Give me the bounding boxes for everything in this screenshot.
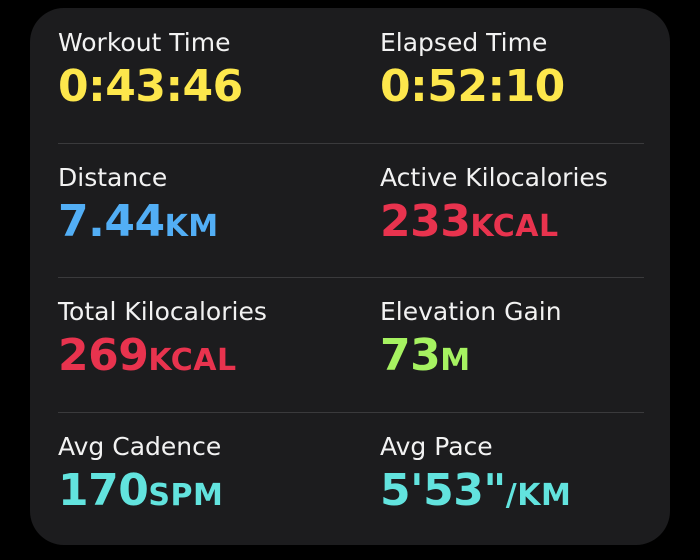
value-unit: M — [440, 343, 471, 378]
metric-value: 170SPM — [58, 465, 358, 516]
value-unit: /KM — [505, 477, 572, 513]
value-number: 233 — [380, 195, 471, 247]
metric-value: 233KCAL — [380, 196, 680, 247]
metric: Workout Time 0:43:46 — [58, 28, 358, 112]
value-number: 73 — [380, 330, 441, 381]
value-number: 5'53" — [380, 464, 506, 516]
metric-label: Workout Time — [58, 28, 231, 57]
metric-label: Active Kilocalories — [380, 162, 608, 192]
metric-value: 0:52:10 — [380, 61, 680, 112]
value-number: 0:43:46 — [58, 61, 243, 112]
metric-label: Total Kilocalories — [58, 297, 267, 326]
value-number: 7.44 — [58, 195, 165, 247]
value-unit: SPM — [148, 477, 224, 513]
metric-value: 73M — [380, 330, 680, 381]
metric-label: Avg Pace — [380, 431, 493, 461]
value-number: 269 — [58, 330, 149, 381]
metric-label: Elevation Gain — [380, 297, 562, 326]
metric-value: 269KCAL — [58, 330, 358, 381]
metric: Active Kilocalories 233KCAL — [380, 163, 680, 247]
metric-value: 7.44KM — [58, 196, 358, 247]
value-unit: KCAL — [470, 208, 559, 244]
value-unit: KCAL — [148, 343, 237, 378]
metric-label: Elapsed Time — [380, 28, 548, 57]
divider — [58, 142, 644, 144]
divider — [58, 277, 644, 278]
metric: Total Kilocalories 269KCAL — [58, 297, 358, 381]
metric-label: Distance — [58, 162, 168, 192]
value-number: 0:52:10 — [380, 61, 565, 112]
metric: Avg Pace 5'53"/KM — [380, 432, 680, 516]
metric-value: 0:43:46 — [58, 61, 358, 112]
metric: Avg Cadence 170SPM — [58, 432, 358, 516]
metric: Elevation Gain 73M — [380, 297, 680, 381]
metric-value: 5'53"/KM — [380, 465, 680, 516]
workout-summary-card: Workout Time 0:43:46 Elapsed Time 0:52:10 Di… — [30, 8, 670, 545]
metric: Elapsed Time 0:52:10 — [380, 28, 680, 112]
metric: Distance 7.44KM — [58, 163, 358, 247]
value-number: 170 — [58, 464, 149, 516]
value-unit: KM — [164, 208, 219, 244]
divider — [58, 411, 644, 413]
metric-label: Avg Cadence — [58, 431, 222, 461]
